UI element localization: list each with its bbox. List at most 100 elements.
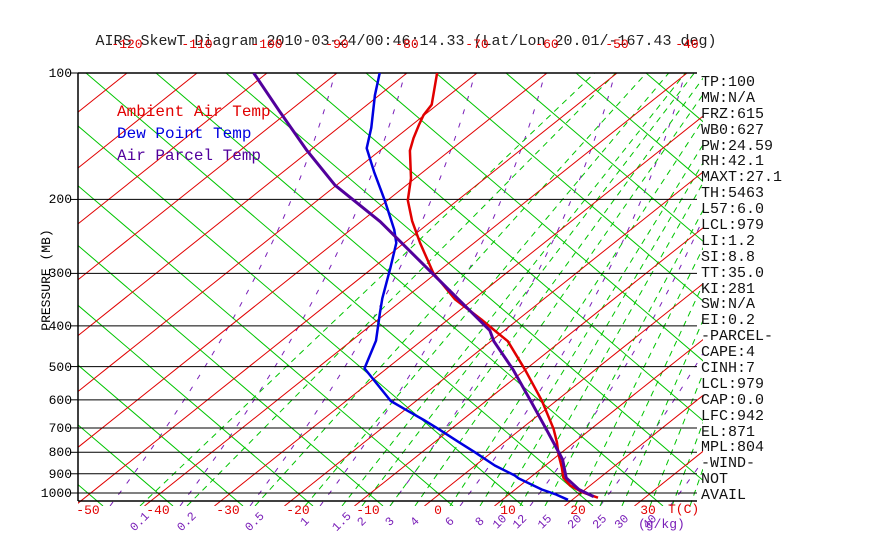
stat-row: SW:N/A	[701, 296, 756, 314]
mixing-ratio-line	[574, 246, 703, 506]
legend: Ambient Air Temp Dew Point Temp Air Parcel…	[117, 103, 271, 169]
temp-top-tick-label: -70	[465, 37, 489, 52]
stat-row: NOT	[701, 471, 729, 489]
mixing-ratio-line	[341, 73, 686, 506]
dry-adiabat-line	[435, 73, 703, 302]
temp-top-tick-label: -100	[251, 37, 283, 52]
stat-row: CAP:0.0	[701, 391, 765, 409]
dry-adiabat-line	[78, 424, 174, 506]
mixing-ratio-line	[186, 73, 617, 506]
pressure-tick-label: 1000	[40, 486, 72, 501]
stat-row: -WIND-	[701, 455, 756, 473]
temp-bottom-tick-label: 30	[640, 503, 656, 518]
dry-adiabat-line	[78, 125, 524, 506]
isotherm-line	[78, 73, 548, 448]
mixing-ratio-line	[671, 421, 703, 506]
stat-row: -PARCEL-	[701, 328, 774, 346]
temp-bottom-tick-label: -20	[286, 503, 310, 518]
dry-adiabat-line	[78, 304, 314, 506]
stat-row: TH:5463	[701, 185, 765, 203]
mixing-ratio-line	[649, 372, 703, 506]
temp-top-tick-label: -40	[675, 37, 699, 52]
dry-adiabat-line	[575, 73, 703, 183]
pressure-tick-label: 800	[48, 445, 72, 460]
mixing-ratio-line	[544, 209, 703, 506]
pressure-tick-label: 600	[48, 393, 72, 408]
isotherm-line	[214, 115, 703, 506]
isotherm-line	[144, 73, 688, 506]
dry-adiabat-line	[365, 73, 703, 362]
isotherm-line	[78, 73, 198, 169]
stat-row: MAXT:27.1	[701, 169, 783, 187]
isotherm-line	[78, 73, 478, 393]
stat-row: LI:1.2	[701, 232, 756, 250]
temp-bottom-tick-label: 20	[570, 503, 586, 518]
isotherm-line	[354, 227, 703, 506]
isotherm-line	[284, 171, 703, 506]
temp-top-tick-label: -50	[605, 37, 629, 52]
moist-adiabat-line	[389, 73, 616, 506]
air-parcel-curve	[252, 73, 595, 498]
stat-row: FRZ:615	[701, 105, 765, 123]
dew-point-curve	[363, 73, 569, 501]
stat-row: AVAIL	[701, 487, 747, 505]
mixing-unit-label: (g/kg)	[638, 517, 685, 532]
stat-row: EI:0.2	[701, 312, 756, 330]
stat-row: CAPE:4	[701, 344, 756, 362]
temp-top-tick-label: -60	[535, 37, 559, 52]
temp-bottom-tick-label: -30	[216, 503, 240, 518]
pressure-tick-label: 300	[48, 266, 72, 281]
legend-item-ambient: Ambient Air Temp	[117, 103, 271, 121]
temp-top-tick-label: -90	[325, 37, 349, 52]
pressure-tick-label: 700	[48, 421, 72, 436]
dry-adiabat-line	[155, 73, 664, 506]
moist-adiabat-line	[319, 73, 546, 506]
isotherm-line	[78, 73, 338, 281]
ambient-temp-curve	[406, 73, 599, 499]
temp-bottom-tick-label: -10	[356, 503, 380, 518]
stat-row: WB0:627	[701, 121, 765, 139]
temp-bottom-tick-label: 10	[500, 503, 516, 518]
temp-bottom-tick-label: 0	[434, 503, 442, 518]
stat-row: LCL:979	[701, 217, 765, 235]
stat-row: LCL:979	[701, 375, 765, 393]
legend-item-dew_point: Dew Point Temp	[117, 125, 252, 143]
dry-adiabat-line	[78, 185, 454, 506]
stat-row: MPL:804	[701, 439, 765, 457]
stat-row: CINH:7	[701, 360, 756, 378]
stat-row: PW:24.59	[701, 137, 774, 155]
mixing-ratio-line	[139, 73, 595, 506]
isotherm-line	[78, 73, 618, 504]
temp-top-tick-label: -120	[111, 37, 143, 52]
dry-adiabat-line	[295, 73, 703, 422]
mixing-ratio-line	[361, 73, 695, 506]
mixing-ratio-line	[519, 181, 703, 506]
mixing-ratio-line	[389, 77, 703, 506]
temp-bottom-tick-label: -40	[146, 503, 170, 518]
stat-row: L57:6.0	[701, 201, 765, 219]
pressure-tick-label: 500	[48, 360, 72, 375]
mixing-ratio-line	[414, 93, 703, 506]
moist-adiabat-line	[459, 73, 686, 506]
stat-row: KI:281	[701, 280, 756, 298]
temp-bottom-tick-label: -50	[76, 503, 100, 518]
temp-top-tick-label: -80	[395, 37, 419, 52]
stat-row: MW:N/A	[701, 89, 756, 107]
isotherm-line	[564, 394, 703, 506]
sounding-curves	[252, 73, 599, 501]
dry-adiabat-line	[78, 364, 244, 506]
pressure-tick-label: 400	[48, 319, 72, 334]
mixing-ratio-line	[621, 319, 703, 506]
stat-row: TT:35.0	[701, 264, 765, 282]
mixing-ratio-line	[479, 143, 703, 506]
dry-adiabat-line	[85, 73, 594, 506]
stat-row: SI:8.8	[701, 248, 756, 266]
dry-adiabat-line	[78, 244, 384, 506]
pressure-tick-label: 900	[48, 467, 72, 482]
pressure-tick-label: 100	[48, 66, 72, 81]
stats-panel: TP:100 MW:N/A FRZ:615 WB0:627 PW:24.59 RH:42.…	[701, 75, 782, 504]
chart-title: AIRS SkewT Diagram 2010-03-24/00:46:14.3…	[95, 33, 717, 50]
stat-row: EL:871	[701, 423, 756, 441]
stat-row: RH:42.1	[701, 153, 765, 171]
